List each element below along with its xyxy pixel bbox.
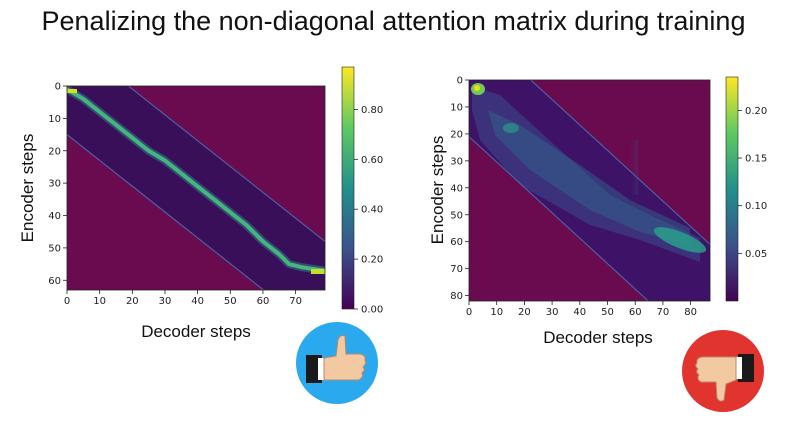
heatmap-bad-diffuse-core [488,110,690,245]
colorbar-good-tick-label: 0.40 [361,205,383,216]
heatmap-good-ytick-label: 50 [48,243,61,254]
heatmap-bad-x-ticks: 0 10 20 30 40 50 60 70 80 [466,301,697,318]
colorbar-good-gradient [341,66,355,310]
heatmap-bad-xtick-label: 10 [490,307,503,318]
heatmap-bad-ytick-label: 50 [450,210,463,221]
thumbs-down-badge [682,330,764,412]
colorbar-bad-tick-label: 0.15 [745,154,767,165]
thumbs-up-icon [306,335,367,383]
heatmap-bad-xtick-label: 70 [657,307,670,318]
heatmap-bad-peak-end [653,227,707,253]
heatmap-bad-stripe [630,140,638,195]
heatmap-good-xtick-label: 40 [191,296,204,307]
heatmap-good-band-upper-edge [127,86,325,242]
colorbar-bad-gradient [725,76,739,302]
heatmap-bad-ytick-label: 30 [450,156,463,167]
heatmap-good-xtick-label: 10 [93,296,106,307]
heatmap-good-start-peak [67,89,77,93]
colorbar-bad-tick-label: 0.10 [745,201,767,212]
heatmap-good-ytick-label: 0 [55,82,61,93]
heatmap-bad-ytick-label: 80 [450,291,463,302]
heatmap-bad-frame [468,79,711,302]
heatmap-bad-y-ticks: 0 10 20 30 40 50 60 70 80 [450,76,469,302]
heatmap-good-end-peak [311,269,325,274]
heatmap-good-xtick-label: 20 [126,296,139,307]
heatmap-bad-ytick-label: 60 [450,237,463,248]
heatmap-bad-xtick-label: 60 [629,307,642,318]
heatmap-bad-ytick-label: 70 [450,264,463,275]
thumbs-down-icon [695,354,754,402]
heatmap-bad-peak-start-core [474,85,480,91]
heatmap-bad-xtick-label: 0 [466,307,472,318]
heatmap-bad-xtick-label: 30 [546,307,559,318]
slide-title: Penalizing the non-diagonal attention ma… [41,6,746,36]
colorbar-good-tick-label: 0.00 [361,305,383,316]
colorbar-bad-tick-label: 0.05 [745,249,767,260]
heatmap-good-xtick-label: 0 [64,296,70,307]
heatmap-bad: 0 10 20 30 40 50 60 70 80 0 10 20 30 40 50 60 70 80 Deco… [428,76,711,347]
heatmap-bad-xtick-label: 50 [601,307,614,318]
heatmap-bad-xlabel: Decoder steps [543,328,653,347]
heatmap-good-xtick-label: 50 [224,296,237,307]
heatmap-good-frame [66,85,326,291]
heatmap-bad-ytick-label: 10 [450,102,463,113]
heatmap-bad-band-upper-edge [529,80,710,245]
heatmap-good-xtick-label: 60 [257,296,270,307]
heatmap-bad-ytick-label: 0 [457,76,463,87]
heatmap-bad-xtick-label: 80 [684,307,697,318]
colorbar-good-tick-label: 0.60 [361,155,383,166]
heatmap-good-ytick-label: 60 [48,276,61,287]
heatmap-good-band-lower-edge [67,134,265,290]
heatmap-good-ytick-label: 30 [48,179,61,190]
heatmap-good-x-ticks: 0 10 20 30 40 50 60 70 [64,290,302,307]
heatmap-bad-band-lower-edge [469,136,650,301]
colorbar-good-tick-label: 0.20 [361,255,383,266]
heatmap-good-ytick-label: 40 [48,211,61,222]
heatmap-good-y-ticks: 0 10 20 30 40 50 60 [48,82,67,287]
heatmap-bad-ylabel: Encoder steps [428,136,447,245]
colorbar-bad: 0.05 0.10 0.15 0.20 [725,76,767,302]
colorbar-good: 0.00 0.20 0.40 0.60 0.80 [341,66,383,316]
heatmap-good-ylabel: Encoder steps [18,134,37,243]
thumbs-up-badge [296,322,378,404]
heatmap-bad-peak-mid [503,123,519,133]
heatmap-good-xtick-label: 30 [159,296,172,307]
heatmap-bad-ytick-label: 20 [450,129,463,140]
heatmap-bad-xtick-label: 40 [573,307,586,318]
heatmap-good-xlabel: Decoder steps [141,322,251,341]
heatmap-good-ytick-label: 20 [48,146,61,157]
colorbar-bad-tick-label: 0.20 [745,106,767,117]
heatmap-bad-diffuse-region [472,86,700,262]
heatmap-good-xtick-label: 70 [289,296,302,307]
heatmap-good-alignment-path [67,86,325,273]
heatmap-good-ytick-label: 10 [48,114,61,125]
heatmap-bad-xtick-label: 20 [518,307,531,318]
heatmap-good: 0 10 20 30 40 50 60 70 0 10 20 30 40 50 60 Decoder st… [18,82,326,341]
heatmap-bad-ytick-label: 40 [450,183,463,194]
colorbar-good-tick-label: 0.80 [361,105,383,116]
